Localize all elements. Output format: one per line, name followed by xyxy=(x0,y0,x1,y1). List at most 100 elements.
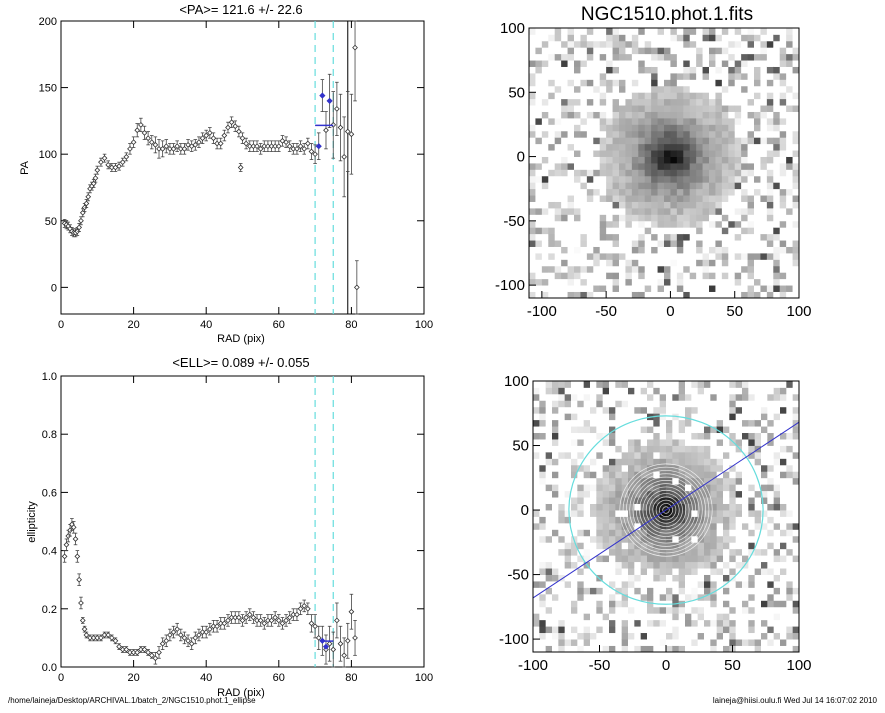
ovl-pixel xyxy=(716,639,724,646)
pa-data-point xyxy=(352,44,358,51)
img-pixel xyxy=(786,156,793,164)
img-pixel xyxy=(734,265,742,273)
ovl-pixel xyxy=(552,581,559,588)
ovl-pixel xyxy=(602,464,610,472)
img-pixel xyxy=(696,285,703,292)
img-pixel xyxy=(606,259,613,267)
img-pixel xyxy=(696,111,703,119)
img-pixel xyxy=(734,233,742,241)
img-pixel xyxy=(773,227,781,235)
img-pixel xyxy=(689,118,697,125)
ovl-pixel xyxy=(647,393,654,401)
img-pixel xyxy=(612,220,620,228)
ovl-pixel xyxy=(729,555,737,563)
pa-data-point xyxy=(341,153,348,160)
ovl-pixel xyxy=(583,645,591,653)
ovl-pixel xyxy=(672,606,680,614)
ovl-pixel xyxy=(647,548,654,556)
ovl-pixel xyxy=(596,619,604,627)
img-pixel xyxy=(554,265,562,273)
ovl-pixel xyxy=(792,477,800,485)
img-pixel xyxy=(561,265,568,273)
ovl-pixel xyxy=(577,432,585,440)
img-pixel xyxy=(786,118,793,125)
ovl-pixel xyxy=(571,645,578,653)
img-pixel xyxy=(702,233,710,241)
ovl-pixel xyxy=(780,632,787,640)
img-pixel xyxy=(709,79,716,87)
ovl-pixel xyxy=(735,413,743,421)
ovl-pixel xyxy=(583,381,591,388)
ovl-pixel xyxy=(716,393,724,401)
ovl-pixel xyxy=(539,432,547,440)
img-pixel xyxy=(786,40,793,48)
ovl-pixel xyxy=(609,574,616,582)
ovl-pixel xyxy=(653,542,661,550)
img-pixel xyxy=(721,188,729,196)
ovl-pixel xyxy=(704,645,711,653)
img-pixel xyxy=(779,214,787,222)
img-pixel xyxy=(709,130,716,138)
img-pixel xyxy=(702,66,710,74)
img-pixel xyxy=(561,53,568,61)
ovl-pixel xyxy=(697,606,705,614)
ovl-pixel xyxy=(678,432,686,440)
ovl-pixel xyxy=(634,600,642,608)
img-pixel xyxy=(657,92,665,100)
ovl-pixel xyxy=(761,535,768,543)
ovl-pixel xyxy=(539,516,547,524)
img-pixel xyxy=(721,214,729,222)
img-pixel xyxy=(657,195,665,202)
img-pixel xyxy=(754,278,761,286)
img-pixel xyxy=(612,201,620,209)
img-pixel xyxy=(612,259,620,267)
ovl-pixel xyxy=(590,619,597,627)
img-pixel xyxy=(644,188,652,196)
pa-data-point xyxy=(232,123,239,130)
ell-data-point xyxy=(196,632,202,638)
ovl-pixel xyxy=(583,600,591,608)
ell-data-point xyxy=(61,553,68,560)
ovl-pixel xyxy=(685,451,692,459)
img-pixel xyxy=(664,105,671,112)
img-pixel xyxy=(741,53,748,61)
ovl-pixel xyxy=(621,587,629,595)
img-pixel xyxy=(657,208,665,215)
img-pixel xyxy=(670,246,678,254)
pa-xtick-label: 20 xyxy=(127,319,139,331)
img-pixel xyxy=(709,182,716,190)
img-pixel xyxy=(747,220,755,228)
ovl-pixel xyxy=(634,400,642,408)
ell-data-point xyxy=(145,649,151,656)
img-pixel xyxy=(625,34,633,42)
img-pixel xyxy=(612,253,620,260)
img-pixel xyxy=(664,208,671,215)
ovl-pixel xyxy=(634,613,642,621)
ovl-pixel xyxy=(615,471,623,479)
img-pixel xyxy=(721,85,729,93)
img-pixel xyxy=(541,118,549,125)
img-pixel xyxy=(702,175,710,183)
img-pixel xyxy=(670,169,678,177)
img-pixel xyxy=(709,195,716,202)
ovl-pixel xyxy=(792,426,800,434)
ovl-pixel xyxy=(767,477,775,485)
ovl-pixel xyxy=(723,477,730,485)
ell-data-point xyxy=(170,629,177,635)
ovl-pixel xyxy=(729,406,737,414)
img-pixel xyxy=(535,53,543,61)
ovl-pixel xyxy=(735,445,743,453)
ovl-pixel xyxy=(742,445,749,453)
img-pixel xyxy=(644,175,652,183)
img-pixel xyxy=(593,253,601,260)
ovl-pixel xyxy=(628,600,635,608)
img-pixel xyxy=(535,73,543,80)
ovl-pixel xyxy=(767,535,775,543)
pa-data-point xyxy=(174,143,181,150)
ovl-pixel xyxy=(533,432,540,440)
ovl-pixel xyxy=(539,561,547,569)
img-pixel xyxy=(567,195,575,202)
ovl-pixel xyxy=(583,503,591,511)
img-pixel xyxy=(574,79,581,87)
img-pixel xyxy=(715,98,723,106)
